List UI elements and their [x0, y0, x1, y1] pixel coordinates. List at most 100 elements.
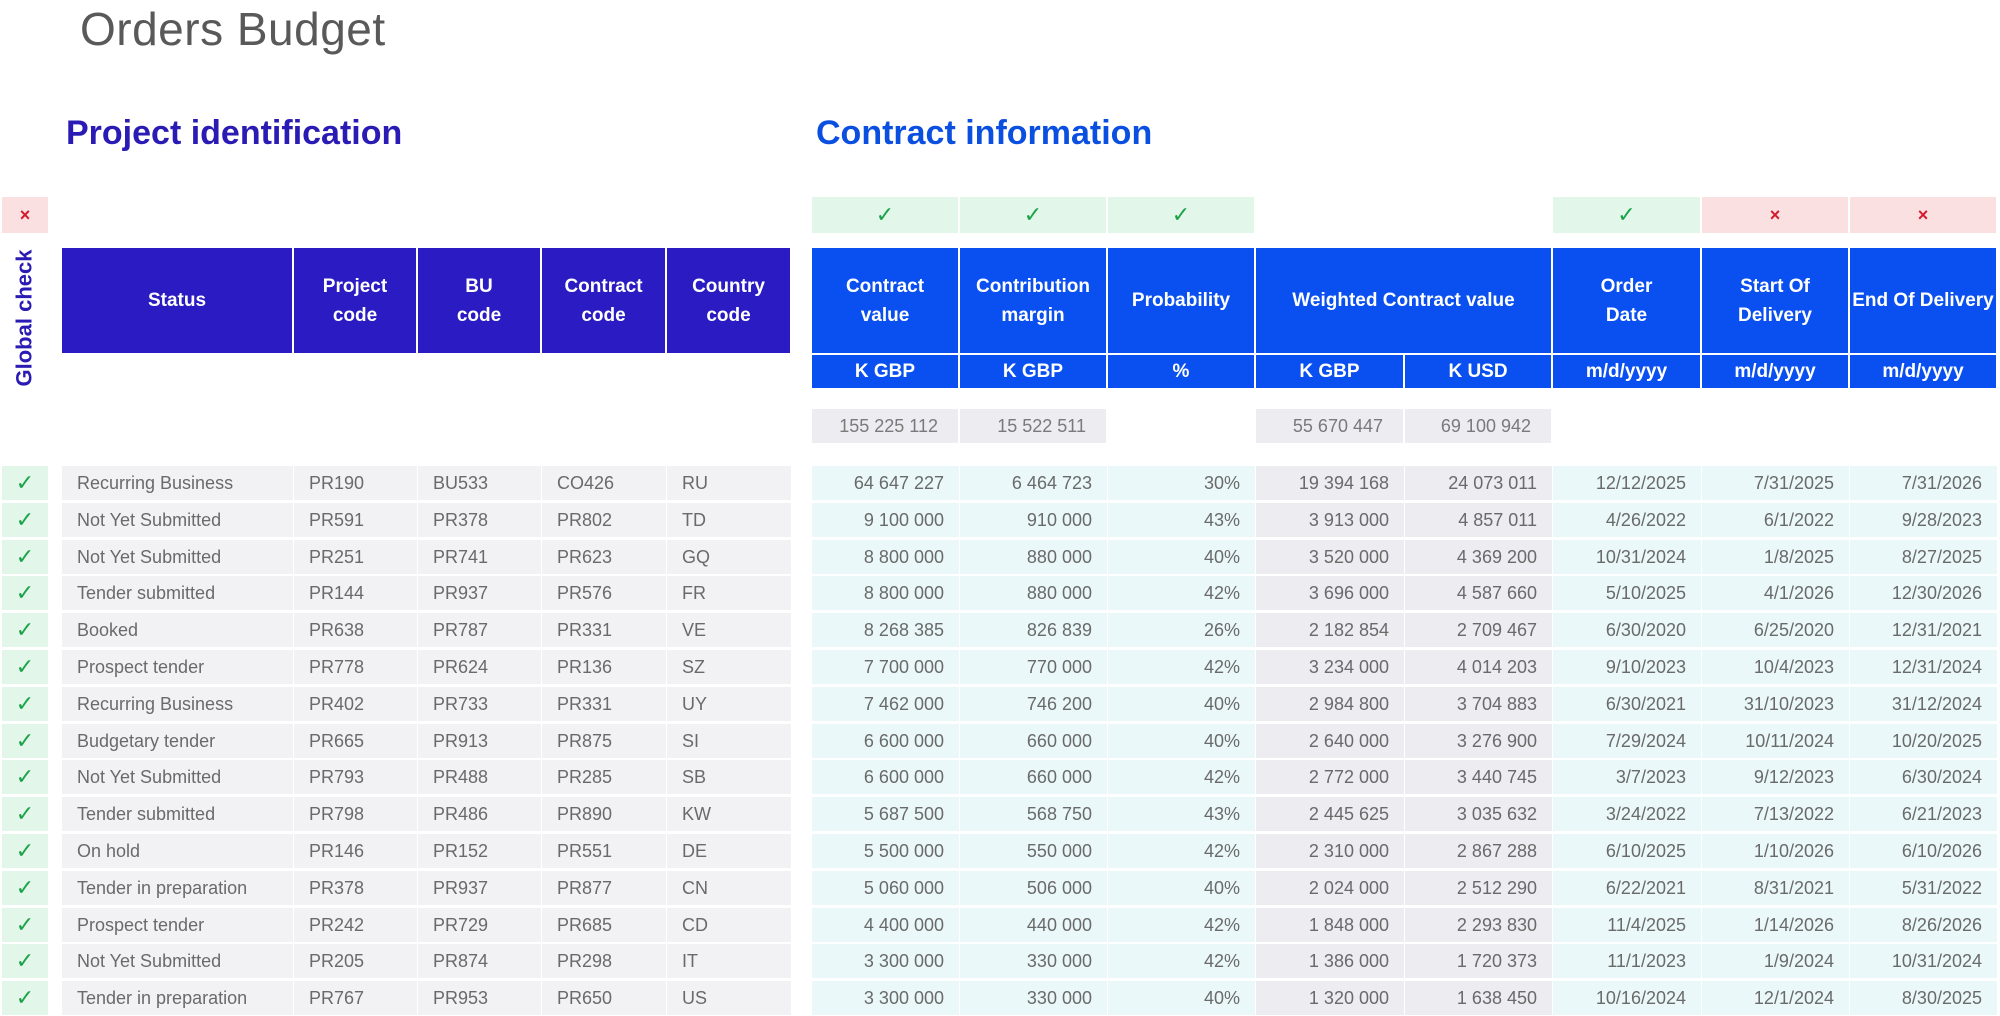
cell-bu[interactable]: PR953: [418, 981, 542, 1015]
cell-w-usd[interactable]: 24 073 011: [1405, 466, 1553, 500]
cell-start[interactable]: 8/31/2021: [1702, 871, 1850, 905]
cell-order[interactable]: 11/4/2025: [1553, 908, 1702, 942]
cell-country[interactable]: RU: [667, 466, 792, 500]
cell-contract[interactable]: PR551: [542, 834, 667, 868]
cell-value[interactable]: 6 600 000: [812, 760, 960, 794]
cell-country[interactable]: TD: [667, 503, 792, 537]
cell-prob[interactable]: 42%: [1108, 576, 1256, 610]
cell-w-usd[interactable]: 3 035 632: [1405, 797, 1553, 831]
cell-prob[interactable]: 43%: [1108, 503, 1256, 537]
cell-start[interactable]: 7/31/2025: [1702, 466, 1850, 500]
cell-bu[interactable]: PR874: [418, 944, 542, 978]
cell-bu[interactable]: PR741: [418, 540, 542, 574]
cell-w-gbp[interactable]: 3 913 000: [1256, 503, 1405, 537]
cell-country[interactable]: SZ: [667, 650, 792, 684]
cell-value[interactable]: 8 800 000: [812, 576, 960, 610]
cell-status[interactable]: Prospect tender: [62, 650, 294, 684]
cell-bu[interactable]: PR729: [418, 908, 542, 942]
cell-bu[interactable]: PR378: [418, 503, 542, 537]
cell-contract[interactable]: PR875: [542, 724, 667, 758]
cell-start[interactable]: 9/12/2023: [1702, 760, 1850, 794]
cell-status[interactable]: Prospect tender: [62, 908, 294, 942]
cell-end[interactable]: 9/28/2023: [1850, 503, 1998, 537]
cell-margin[interactable]: 440 000: [960, 908, 1108, 942]
cell-margin[interactable]: 506 000: [960, 871, 1108, 905]
cell-prob[interactable]: 42%: [1108, 760, 1256, 794]
cell-prob[interactable]: 40%: [1108, 724, 1256, 758]
cell-w-gbp[interactable]: 3 234 000: [1256, 650, 1405, 684]
cell-w-gbp[interactable]: 1 848 000: [1256, 908, 1405, 942]
cell-w-usd[interactable]: 4 369 200: [1405, 540, 1553, 574]
cell-project[interactable]: PR402: [294, 687, 418, 721]
cell-w-usd[interactable]: 4 587 660: [1405, 576, 1553, 610]
cell-start[interactable]: 6/25/2020: [1702, 613, 1850, 647]
cell-value[interactable]: 7 700 000: [812, 650, 960, 684]
cell-start[interactable]: 1/9/2024: [1702, 944, 1850, 978]
cell-start[interactable]: 10/11/2024: [1702, 724, 1850, 758]
cell-value[interactable]: 64 647 227: [812, 466, 960, 500]
cell-project[interactable]: PR144: [294, 576, 418, 610]
cell-bu[interactable]: PR913: [418, 724, 542, 758]
header-start-of-delivery[interactable]: Start Of Delivery: [1702, 248, 1850, 353]
cell-prob[interactable]: 42%: [1108, 908, 1256, 942]
cell-contract[interactable]: PR576: [542, 576, 667, 610]
cell-contract[interactable]: PR285: [542, 760, 667, 794]
cell-w-usd[interactable]: 2 709 467: [1405, 613, 1553, 647]
cell-bu[interactable]: BU533: [418, 466, 542, 500]
cell-start[interactable]: 1/8/2025: [1702, 540, 1850, 574]
cell-end[interactable]: 10/20/2025: [1850, 724, 1998, 758]
cell-project[interactable]: PR190: [294, 466, 418, 500]
cell-status[interactable]: Not Yet Submitted: [62, 760, 294, 794]
header-status[interactable]: Status: [62, 248, 294, 353]
cell-project[interactable]: PR778: [294, 650, 418, 684]
cell-value[interactable]: 8 268 385: [812, 613, 960, 647]
cell-end[interactable]: 6/10/2026: [1850, 834, 1998, 868]
cell-end[interactable]: 10/31/2024: [1850, 944, 1998, 978]
cell-margin[interactable]: 568 750: [960, 797, 1108, 831]
cell-status[interactable]: Booked: [62, 613, 294, 647]
cell-value[interactable]: 8 800 000: [812, 540, 960, 574]
cell-start[interactable]: 7/13/2022: [1702, 797, 1850, 831]
cell-order[interactable]: 6/22/2021: [1553, 871, 1702, 905]
cell-status[interactable]: On hold: [62, 834, 294, 868]
cell-w-gbp[interactable]: 3 696 000: [1256, 576, 1405, 610]
header-probability[interactable]: Probability: [1108, 248, 1256, 353]
header-contract-code[interactable]: Contract code: [542, 248, 667, 353]
cell-prob[interactable]: 42%: [1108, 944, 1256, 978]
cell-w-gbp[interactable]: 3 520 000: [1256, 540, 1405, 574]
cell-w-gbp[interactable]: 1 320 000: [1256, 981, 1405, 1015]
cell-value[interactable]: 7 462 000: [812, 687, 960, 721]
cell-start[interactable]: 10/4/2023: [1702, 650, 1850, 684]
cell-w-gbp[interactable]: 2 024 000: [1256, 871, 1405, 905]
cell-project[interactable]: PR798: [294, 797, 418, 831]
cell-start[interactable]: 4/1/2026: [1702, 576, 1850, 610]
cell-prob[interactable]: 26%: [1108, 613, 1256, 647]
cell-status[interactable]: Tender submitted: [62, 797, 294, 831]
cell-order[interactable]: 4/26/2022: [1553, 503, 1702, 537]
cell-w-gbp[interactable]: 2 445 625: [1256, 797, 1405, 831]
cell-value[interactable]: 3 300 000: [812, 944, 960, 978]
cell-value[interactable]: 6 600 000: [812, 724, 960, 758]
cell-w-usd[interactable]: 1 638 450: [1405, 981, 1553, 1015]
cell-order[interactable]: 6/10/2025: [1553, 834, 1702, 868]
cell-w-gbp[interactable]: 2 310 000: [1256, 834, 1405, 868]
cell-bu[interactable]: PR152: [418, 834, 542, 868]
cell-w-usd[interactable]: 2 512 290: [1405, 871, 1553, 905]
cell-start[interactable]: 1/14/2026: [1702, 908, 1850, 942]
cell-contract[interactable]: PR877: [542, 871, 667, 905]
cell-contract[interactable]: PR298: [542, 944, 667, 978]
cell-status[interactable]: Tender in preparation: [62, 871, 294, 905]
cell-country[interactable]: VE: [667, 613, 792, 647]
cell-country[interactable]: UY: [667, 687, 792, 721]
cell-status[interactable]: Tender in preparation: [62, 981, 294, 1015]
header-country-code[interactable]: Country code: [667, 248, 792, 353]
cell-end[interactable]: 6/21/2023: [1850, 797, 1998, 831]
cell-w-usd[interactable]: 4 857 011: [1405, 503, 1553, 537]
cell-value[interactable]: 9 100 000: [812, 503, 960, 537]
cell-value[interactable]: 5 060 000: [812, 871, 960, 905]
cell-end[interactable]: 8/26/2026: [1850, 908, 1998, 942]
cell-order[interactable]: 5/10/2025: [1553, 576, 1702, 610]
cell-status[interactable]: Recurring Business: [62, 687, 294, 721]
cell-project[interactable]: PR767: [294, 981, 418, 1015]
cell-end[interactable]: 8/30/2025: [1850, 981, 1998, 1015]
